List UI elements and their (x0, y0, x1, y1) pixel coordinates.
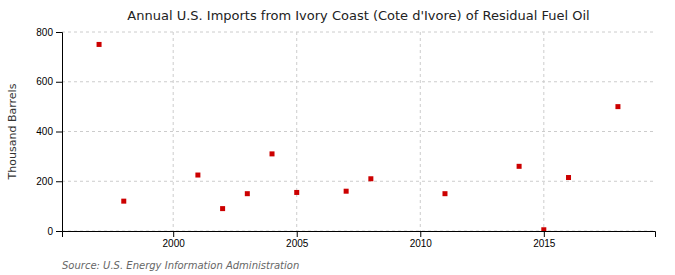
grid-line (62, 32, 655, 33)
tick-label: 2000 (163, 238, 186, 249)
grid-line (296, 32, 297, 231)
axis-line (56, 33, 63, 232)
grid-line (62, 131, 655, 132)
point (245, 191, 250, 196)
tick-label: 2015 (533, 238, 556, 249)
grid (62, 32, 655, 231)
point (615, 104, 620, 109)
tick-mark (56, 82, 62, 83)
tick: 2010 (410, 231, 433, 249)
tick: 800 (36, 27, 62, 38)
plot-area: 2000 2005 2010 2015 0 200 400 600 800 (36, 27, 655, 249)
title: Annual U.S. Imports from Ivory Coast (Co… (127, 8, 589, 23)
tick-mark (56, 32, 62, 33)
tick-mark (56, 132, 62, 133)
chart: 2000 2005 2010 2015 0 200 400 600 800 Annual U.S.… (0, 0, 675, 275)
point (368, 176, 373, 181)
tick-label: 400 (36, 126, 53, 137)
grid-line (543, 32, 544, 231)
point (294, 190, 299, 195)
point (220, 206, 225, 211)
tick: 600 (36, 76, 62, 87)
tick: 400 (36, 126, 62, 137)
tick: 2000 (163, 231, 186, 249)
tick-mark (56, 181, 62, 182)
tick-mark (173, 231, 174, 237)
tick-mark (56, 231, 62, 232)
tick-label: 2010 (410, 238, 433, 249)
grid-line (420, 32, 421, 231)
point (97, 42, 102, 47)
point (344, 189, 349, 194)
source-note: Source: U.S. Energy Information Administ… (62, 260, 299, 271)
tick-label: 800 (36, 27, 53, 38)
point (270, 151, 275, 156)
tick-label: 0 (47, 226, 53, 237)
tick: 2015 (533, 231, 556, 249)
tick-mark (297, 231, 298, 237)
point (195, 173, 200, 178)
tick-label: 2005 (286, 238, 309, 249)
point (442, 191, 447, 196)
tick-label: 600 (36, 76, 53, 87)
tick: 0 (47, 226, 62, 237)
point (566, 175, 571, 180)
points (97, 42, 621, 231)
tick: 200 (36, 176, 62, 187)
point (541, 227, 546, 231)
y-axis: 0 200 400 600 800 (36, 27, 62, 237)
tick-label: 200 (36, 176, 53, 187)
y-axis-title: Thousand Barrels (6, 83, 19, 180)
grid-line (62, 81, 655, 82)
tick-mark (420, 231, 421, 237)
grid-line (62, 181, 655, 182)
tick: 2005 (286, 231, 309, 249)
x-axis: 2000 2005 2010 2015 (63, 231, 656, 249)
axis-line (63, 232, 656, 238)
point (121, 199, 126, 204)
grid-line (173, 32, 174, 231)
tick-mark (544, 231, 545, 237)
point (517, 164, 522, 169)
